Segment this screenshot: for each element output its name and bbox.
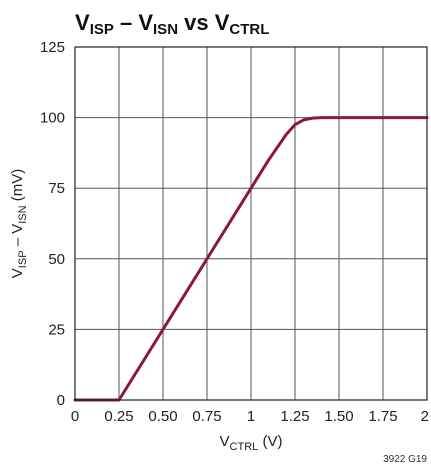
subscript-part: ISN: [153, 21, 178, 38]
subscript-part: ISP: [90, 21, 114, 38]
figure-code-group: 3922 G19: [383, 454, 427, 465]
text-part: vs V: [178, 10, 230, 35]
x-axis-title: VCTRL​ (V): [220, 433, 283, 453]
text-part: V: [9, 268, 26, 278]
text-part: V: [220, 433, 230, 450]
plot-border: [74, 46, 428, 401]
y-tick-label: 25: [48, 321, 65, 338]
x-axis-title-group: VCTRL​ (V): [220, 433, 283, 453]
series-line: [73, 116, 429, 402]
y-tick-label: 0: [57, 392, 65, 409]
y-tick-label: 75: [48, 180, 65, 197]
y-tick-label: 100: [40, 110, 65, 127]
figure-code: 3922 G19: [383, 454, 427, 465]
text-part: (V): [258, 433, 282, 450]
x-tick-label: 1.50: [324, 408, 353, 425]
subscript-part: CTRL: [230, 441, 259, 453]
text-part: – V: [114, 10, 153, 35]
grid-lines: [74, 46, 428, 401]
y-tick-label: 50: [48, 251, 65, 268]
x-tick-label: 0: [71, 408, 79, 425]
chart-title-group: VISP​ – VISN​ vs VCTRL​: [75, 10, 269, 38]
text-part: (mV): [9, 169, 26, 206]
x-tick-label: 0.75: [192, 408, 221, 425]
subscript-part: ISN: [17, 205, 29, 223]
x-tick-label: 2: [421, 408, 429, 425]
chart-title: VISP​ – VISN​ vs VCTRL​: [75, 10, 269, 38]
plot-frame: [74, 46, 428, 401]
y-tick-labels: 0 25 50 75 100 125: [40, 39, 65, 409]
x-tick-labels: 0 0.25 0.50 0.75 1 1.25 1.50 1.75 2: [71, 408, 429, 425]
subscript-part: CTRL: [229, 21, 269, 38]
text-part: – V: [9, 224, 26, 251]
x-tick-label: 1: [247, 408, 255, 425]
data-series: [73, 116, 429, 402]
x-tick-label: 1.25: [280, 408, 309, 425]
subscript-part: ISP: [17, 250, 29, 268]
y-tick-label: 125: [40, 39, 65, 56]
x-tick-label: 0.25: [104, 408, 133, 425]
text-part: V: [75, 10, 90, 35]
y-axis-title-group: VISP​ – VISN​ (mV): [9, 169, 29, 278]
y-axis-title: VISP​ – VISN​ (mV): [9, 169, 29, 278]
x-tick-label: 0.50: [148, 408, 177, 425]
x-tick-label: 1.75: [368, 408, 397, 425]
